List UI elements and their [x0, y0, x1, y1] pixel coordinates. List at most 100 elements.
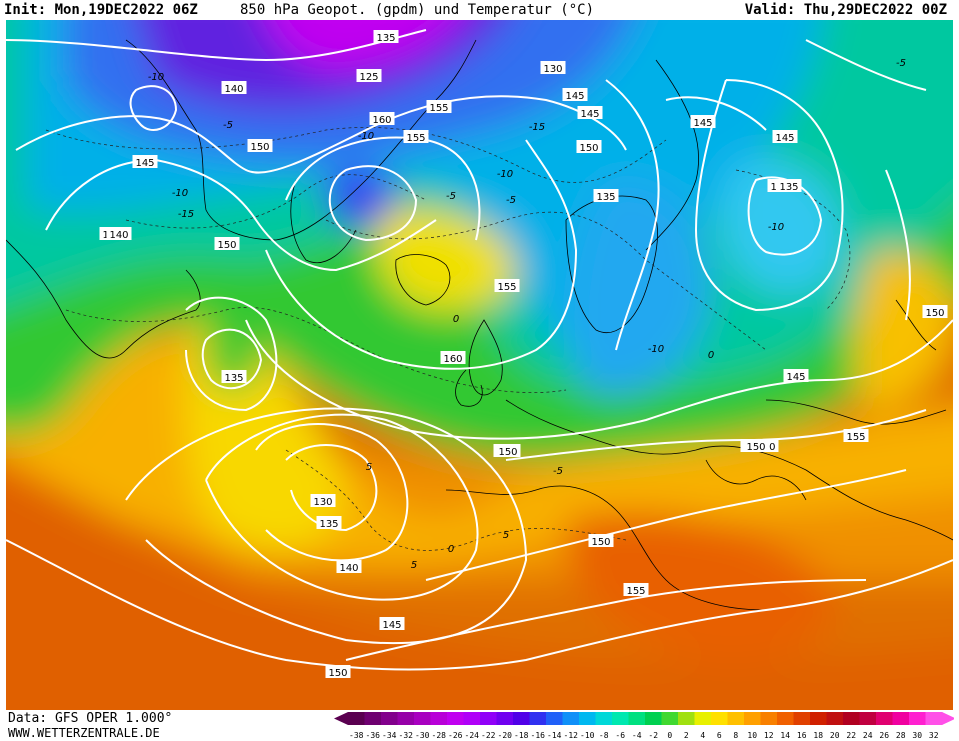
geopotential-label: 125 [356, 69, 382, 83]
geopotential-label-text: 155 [846, 432, 865, 443]
colorbar-tick: -20 [498, 731, 513, 740]
colorbar-swatch [661, 712, 679, 725]
colorbar-swatch [364, 712, 382, 725]
colorbar-tick: 2 [684, 731, 689, 740]
geopotential-label-text: 150 [328, 668, 347, 679]
geopotential-label-text: 130 [313, 497, 332, 508]
geopotential-label: 135 [316, 516, 342, 530]
geopotential-label: 150 [214, 237, 240, 251]
geopotential-label: 160 [440, 351, 466, 365]
geopotential-label-text: 150 [591, 537, 610, 548]
colorbar-swatch [760, 712, 778, 725]
geopotential-label-text: 150 [250, 142, 269, 153]
colorbar-tick: 30 [912, 731, 922, 740]
colorbar-swatch [876, 712, 893, 725]
geopotential-label: 145 [379, 617, 405, 631]
colorbar-tick: 6 [717, 731, 722, 740]
colorbar-swatch [925, 712, 943, 725]
isotherm-label: -5 [223, 120, 233, 131]
colorbar-tick: 18 [813, 731, 823, 740]
geopotential-label: 160 [369, 112, 395, 126]
colorbar-swatch [694, 712, 712, 725]
temperature-labels: -10 -5 -10 -15 -10 -15 -5 -10 -10 -5 0 -10 0 -5 5 0 5 5 -5 [148, 58, 906, 571]
colorbar-tick: 0 [667, 731, 672, 740]
colorbar-swatch [430, 712, 448, 725]
isotherm-label: -10 [358, 131, 374, 142]
colorbar-swatch [447, 712, 464, 725]
colorbar-swatch [513, 712, 530, 725]
geopotential-label-text: 125 [359, 72, 378, 83]
colorbar-tick: -26 [448, 731, 463, 740]
colorbar-swatch [711, 712, 728, 725]
geopotential-label-text: 150 [746, 442, 765, 453]
isotherm-label: -15 [529, 122, 545, 133]
geopotential-label: 155 [494, 279, 520, 293]
colorbar-swatch [348, 712, 365, 725]
colorbar-tick: -38 [349, 731, 364, 740]
geopotential-label-text: 150 [925, 308, 944, 319]
colorbar-swatch [496, 712, 514, 725]
colorbar-tick: 10 [747, 731, 757, 740]
colorbar-tick: -34 [382, 731, 397, 740]
geopotential-label-text: 140 [339, 563, 358, 574]
geopotential-label-text: 145 [135, 158, 154, 169]
geopotential-label-text: 140 [224, 84, 243, 95]
colorbar-tick: -18 [514, 731, 529, 740]
colorbar-tick: 4 [700, 731, 705, 740]
geopotential-label: 145 [577, 106, 603, 120]
colorbar-swatch [529, 712, 547, 725]
map-header: Init: Mon,19DEC2022 06Z 850 hPa Geopot. … [0, 0, 959, 20]
data-source-label: Data: GFS OPER 1.000° [8, 711, 173, 726]
colorbar-tick: 16 [797, 731, 807, 740]
colorbar-tick: 32 [929, 731, 939, 740]
colorbar-tick: 22 [846, 731, 856, 740]
colorbar-tick: -30 [415, 731, 430, 740]
isotherm-label: 0 [453, 314, 459, 325]
isotherm-label: -10 [768, 222, 784, 233]
geopotential-label: 150 [922, 305, 948, 319]
colorbar-swatch [744, 712, 761, 725]
isotherm-label: -15 [178, 209, 194, 220]
geopotential-label: 130 [540, 61, 566, 75]
colorbar-swatch [645, 712, 662, 725]
colorbar-tick: 12 [764, 731, 774, 740]
geopotential-label-text: 135 [376, 33, 395, 44]
colorbar-tick: -10 [580, 731, 595, 740]
colorbar-tick: -28 [432, 731, 447, 740]
colorbar-swatch [414, 712, 431, 725]
geopotential-label-text: 135 [596, 192, 615, 203]
colorbar-swatch [562, 712, 580, 725]
weather-map[interactable]: 135 140 125 130 145 150 155 160 140 145 150 155 145 1… [6, 20, 953, 710]
geopotential-label-text: 135 [224, 373, 243, 384]
colorbar-tick: -6 [615, 731, 625, 740]
geopotential-label-text: 155 [626, 586, 645, 597]
geopotential-label: 130 [310, 494, 336, 508]
colorbar-tick: -2 [648, 731, 658, 740]
geopotential-label-text: 145 [565, 91, 584, 102]
init-time: Init: Mon,19DEC2022 06Z [4, 2, 198, 18]
isotherm-label: 5 [366, 462, 372, 473]
isotherm-label: -5 [446, 191, 456, 202]
geopotential-label: 140 [336, 560, 362, 574]
isotherm-label: 0 [448, 544, 454, 555]
isotherm-label: -5 [896, 58, 906, 69]
colorbar-swatch [463, 712, 481, 725]
geopotential-label-text: 155 [406, 133, 425, 144]
geopotential-label: 145 [783, 369, 809, 383]
geopotential-label: 150 [247, 139, 273, 153]
geopotential-label: 135 [593, 189, 619, 203]
colorbar-tick: -4 [632, 731, 642, 740]
geopotential-label-text: 160 [443, 354, 462, 365]
valid-time: Valid: Thu,29DEC2022 00Z [744, 2, 947, 18]
temperature-field [6, 20, 953, 710]
colorbar-swatch [579, 712, 596, 725]
colorbar-swatch [546, 712, 563, 725]
geopotential-labels: 135 140 125 130 145 150 155 160 140 145 150 155 145 1… [99, 30, 948, 679]
colorbar-swatch [727, 712, 745, 725]
colorbar-swatch [595, 712, 613, 725]
website-label[interactable]: WWW.WETTERZENTRALE.DE [8, 726, 160, 740]
temperature-colorbar: -38 -36 -34 -32 -30 -28 -26 -24 -22 -20 -18 -16 -14-… [334, 712, 954, 740]
geopotential-label: 150 [325, 665, 351, 679]
colorbar-swatch [892, 712, 910, 725]
geopotential-label-text: 150 [498, 447, 517, 458]
